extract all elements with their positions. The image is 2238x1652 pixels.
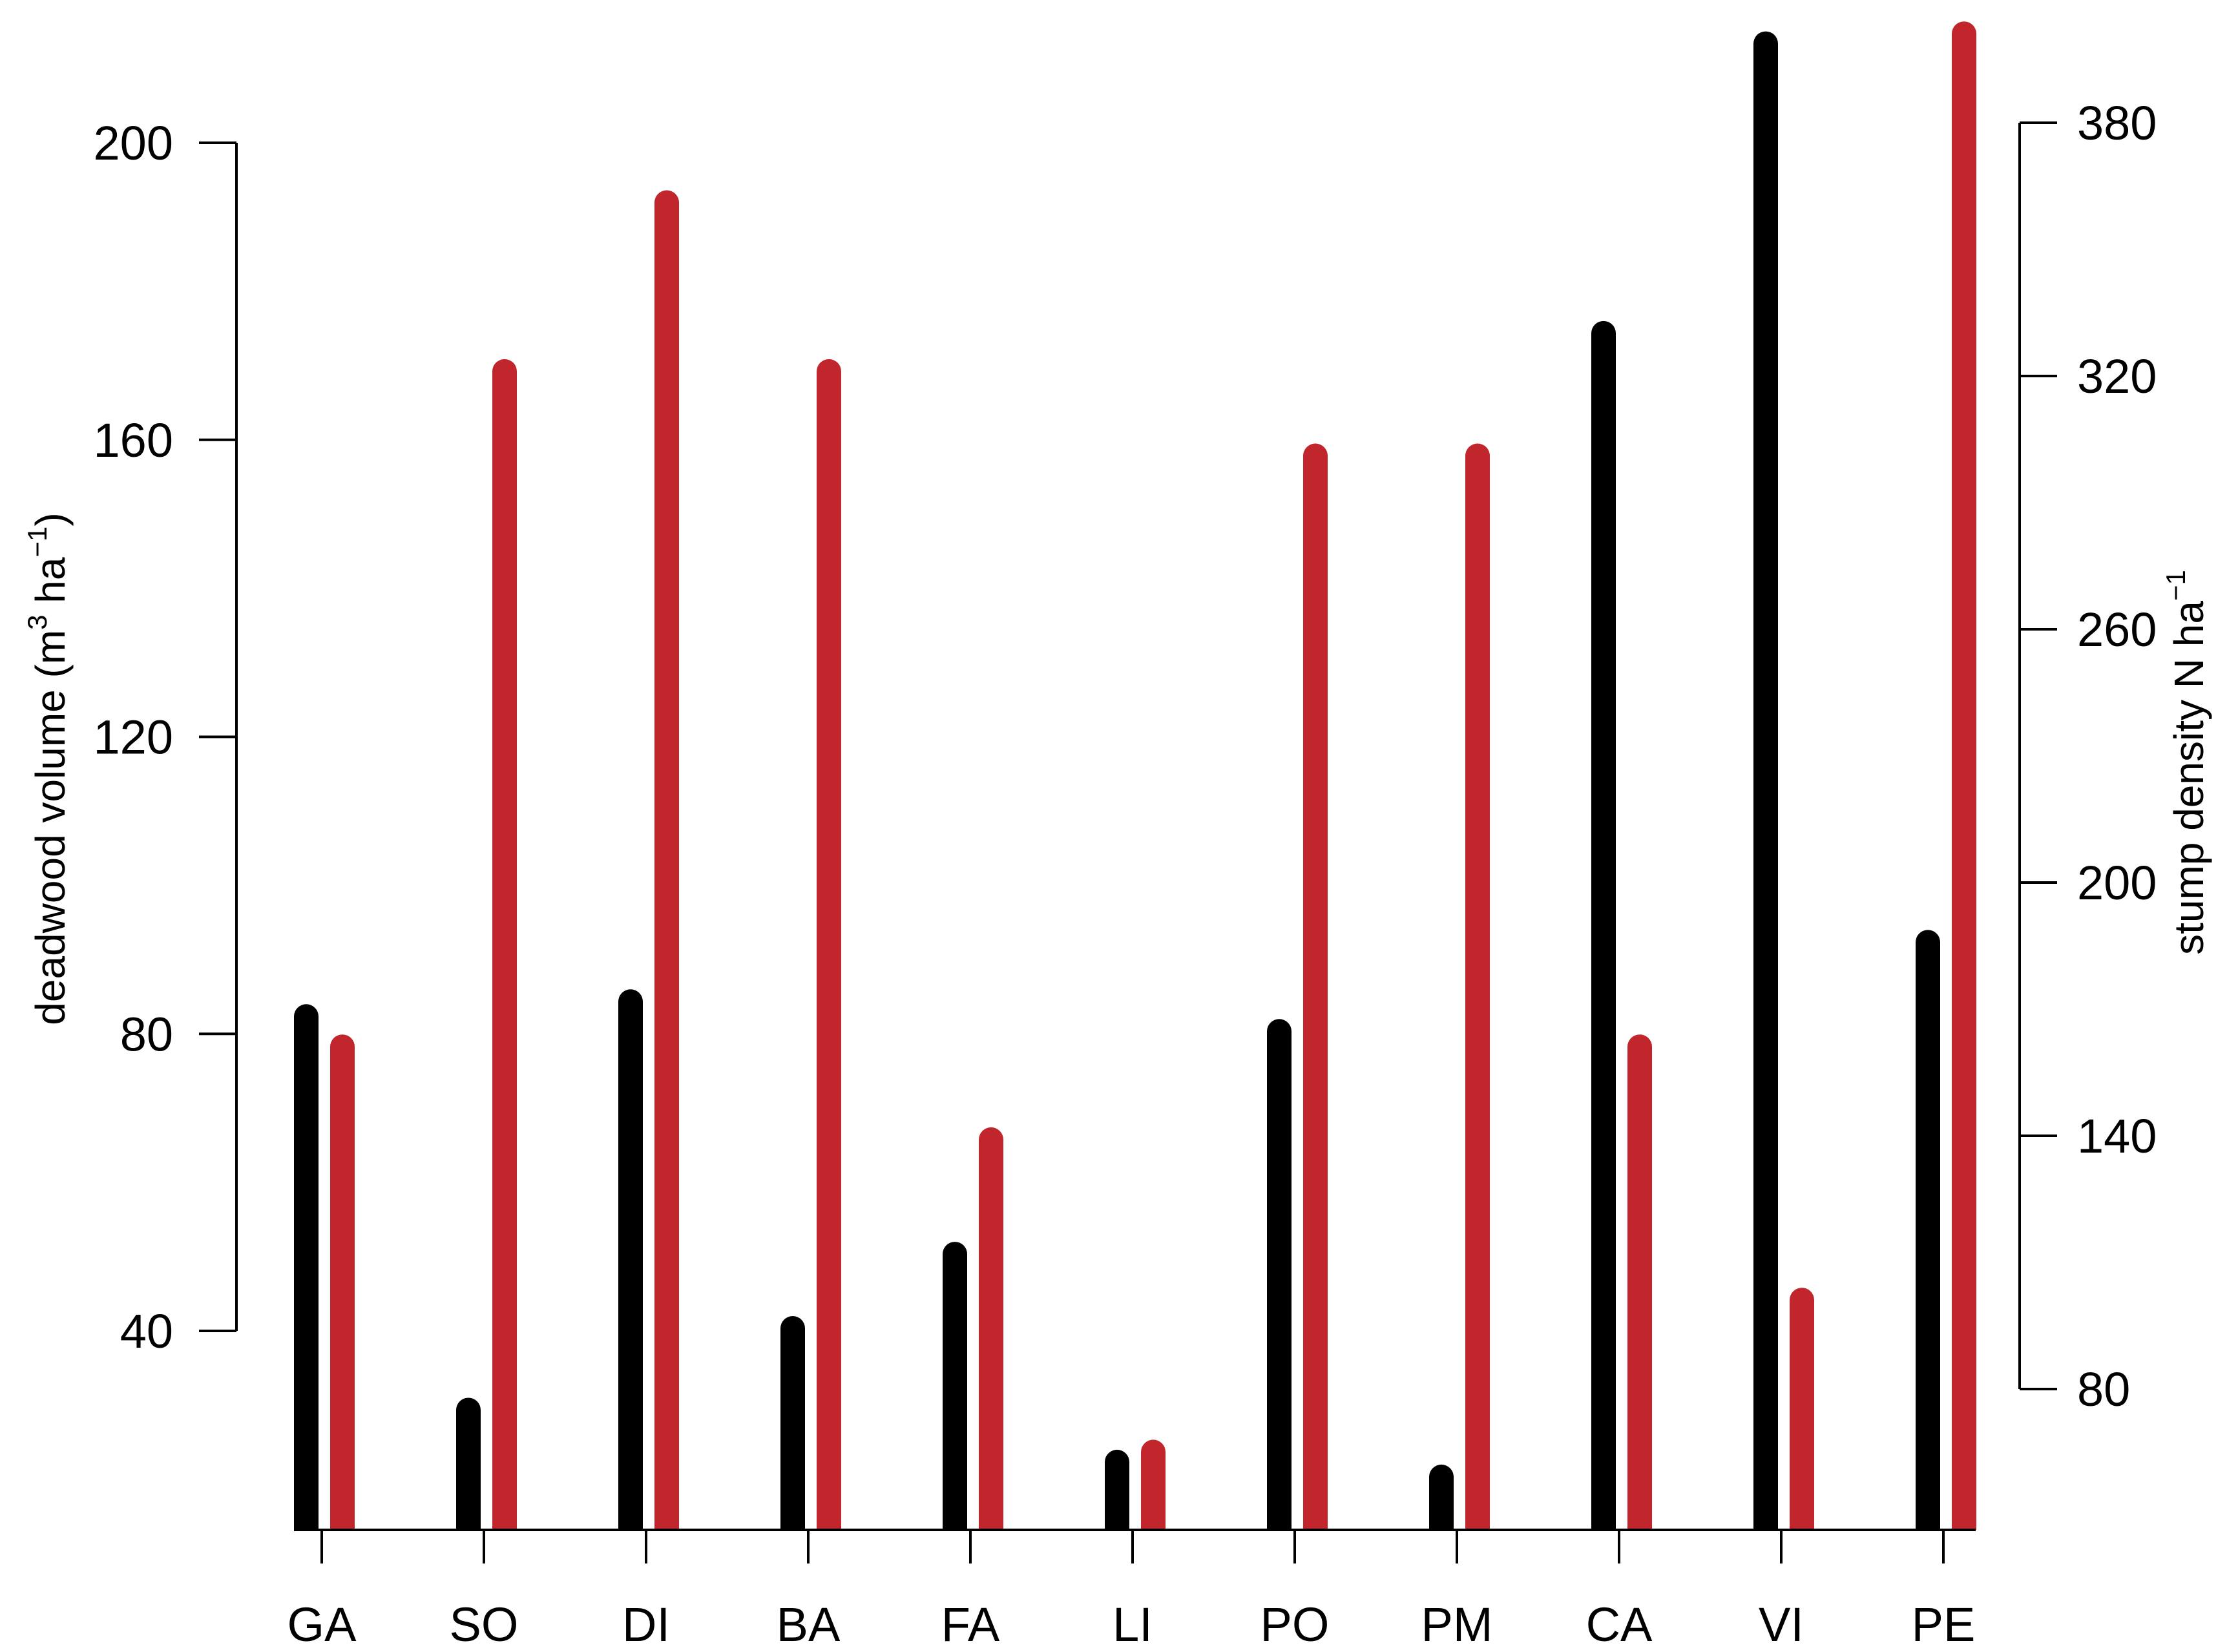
bar-right-BA (817, 359, 841, 1530)
bar-left-DI (618, 989, 643, 1530)
bar-left-SO (456, 1397, 481, 1530)
left-y-ticks: 40 80 120 160 200 (94, 116, 236, 1358)
left-title-prefix: deadwood volume (m (27, 630, 74, 1025)
x-tick-label-PE: PE (1912, 1598, 1976, 1651)
bar-left-PO (1267, 1019, 1292, 1530)
left-tick-label-120: 120 (94, 711, 173, 764)
right-y-ticks: 80 140 200 260 320 380 (2020, 96, 2157, 1416)
bar-right-FA (979, 1127, 1003, 1530)
x-tick-label-PO: PO (1260, 1598, 1330, 1651)
x-tick-label-DI: DI (622, 1598, 670, 1651)
right-title-sup: −1 (2160, 570, 2191, 601)
bar-left-PE (1916, 930, 1940, 1530)
left-tick-label-200: 200 (94, 116, 173, 170)
bar-right-PM (1465, 443, 1490, 1530)
x-ticks: GA SO DI BA FA LI PO PM CA VI PE (288, 1530, 1976, 1651)
left-tick-label-160: 160 (94, 413, 173, 467)
x-tick-label-FA: FA (941, 1598, 1000, 1651)
right-tick-label-260: 260 (2077, 603, 2157, 656)
bar-right-CA (1627, 1034, 1652, 1530)
x-tick-label-LI: LI (1113, 1598, 1153, 1651)
bar-right-DI (654, 190, 679, 1531)
bar-right-LI (1141, 1439, 1166, 1530)
bars-layer (294, 21, 1976, 1531)
x-tick-label-BA: BA (777, 1598, 841, 1651)
right-tick-label-80: 80 (2077, 1363, 2130, 1416)
bar-left-CA (1591, 320, 1616, 1531)
bar-right-PO (1303, 443, 1328, 1530)
bar-left-LI (1105, 1449, 1129, 1530)
x-tick-label-GA: GA (288, 1598, 357, 1651)
left-tick-label-40: 40 (120, 1304, 173, 1358)
bar-right-VI (1790, 1288, 1814, 1530)
bar-left-VI (1753, 31, 1778, 1531)
right-tick-label-200: 200 (2077, 856, 2157, 910)
bar-right-SO (492, 359, 517, 1530)
left-title-suffix: ) (27, 512, 74, 526)
left-title-sup2: −1 (22, 527, 52, 558)
x-tick-label-CA: CA (1586, 1598, 1653, 1651)
x-tick-label-SO: SO (450, 1598, 519, 1651)
left-y-axis-title: deadwood volume (m3 ha−1) (22, 512, 74, 1025)
right-y-axis: 80 140 200 260 320 380 stump density N ha−1 (2018, 96, 2212, 1416)
x-axis: GA SO DI BA FA LI PO PM CA VI PE (288, 1529, 1976, 1651)
left-tick-label-80: 80 (120, 1007, 173, 1061)
bar-left-FA (943, 1242, 967, 1530)
left-title-sup1: 3 (22, 614, 52, 629)
left-y-axis: 40 80 120 160 200 deadwood volume (m3 ha−1) (22, 116, 238, 1358)
right-tick-label-320: 320 (2077, 350, 2157, 403)
bar-left-PM (1429, 1464, 1454, 1530)
right-y-axis-title: stump density N ha−1 (2160, 570, 2212, 955)
bar-right-GA (330, 1034, 355, 1530)
left-title-mid: ha (27, 557, 74, 614)
bar-left-GA (294, 1004, 319, 1530)
x-tick-label-PM: PM (1421, 1598, 1493, 1651)
right-title-prefix: stump density N ha (2166, 601, 2212, 955)
right-tick-label-140: 140 (2077, 1109, 2157, 1163)
right-tick-label-380: 380 (2077, 96, 2157, 150)
x-tick-label-VI: VI (1759, 1598, 1804, 1651)
bar-right-PE (1952, 21, 1976, 1531)
bar-left-BA (780, 1316, 805, 1530)
